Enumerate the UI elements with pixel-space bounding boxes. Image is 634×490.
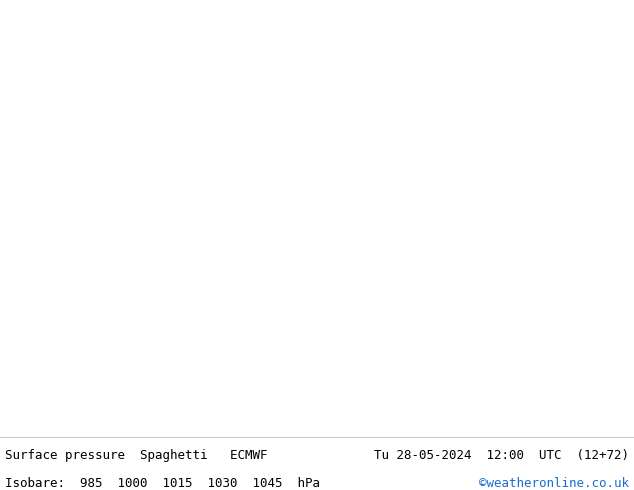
Text: Tu 28-05-2024  12:00  UTC  (12+72): Tu 28-05-2024 12:00 UTC (12+72) [374,449,629,462]
Text: Surface pressure  Spaghetti   ECMWF: Surface pressure Spaghetti ECMWF [5,449,268,462]
Text: Isobare:  985  1000  1015  1030  1045  hPa: Isobare: 985 1000 1015 1030 1045 hPa [5,477,320,490]
Text: ©weatheronline.co.uk: ©weatheronline.co.uk [479,477,629,490]
